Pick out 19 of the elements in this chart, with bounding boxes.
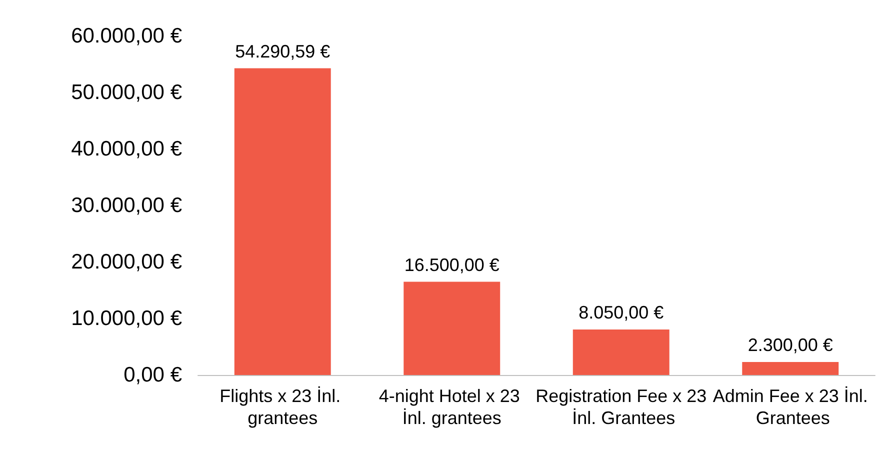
y-tick-label: 30.000,00 €: [71, 194, 182, 217]
data-label: 54.290,59 €: [235, 41, 330, 62]
y-tick-label: 60.000,00 €: [71, 24, 182, 48]
bar: [234, 68, 331, 375]
bar: [742, 362, 839, 375]
data-label: 8.050,00 €: [578, 302, 664, 323]
bar: [404, 282, 500, 375]
y-tick-label: 40.000,00 €: [71, 138, 182, 160]
data-label: 2.300,00 €: [748, 335, 833, 356]
x-tick-label: 4-night Hotel x 23 İnl. grantees: [378, 386, 525, 428]
y-tick-label: 0,00 €: [124, 364, 182, 386]
y-tick-label: 50.000,00 €: [71, 81, 182, 104]
y-tick-label: 10.000,00 €: [71, 307, 182, 330]
x-tick-label: Admin Fee x 23 İnl. Grantees: [712, 386, 868, 428]
y-tick-label: 20.000,00 €: [71, 250, 182, 274]
x-tick-label: Registration Fee x 23 İnl. Grantees: [536, 386, 707, 428]
data-label: 16.500,00 €: [404, 254, 500, 275]
bar: [572, 330, 670, 375]
x-tick-label: Flights x 23 İnl. grantees: [220, 386, 346, 428]
